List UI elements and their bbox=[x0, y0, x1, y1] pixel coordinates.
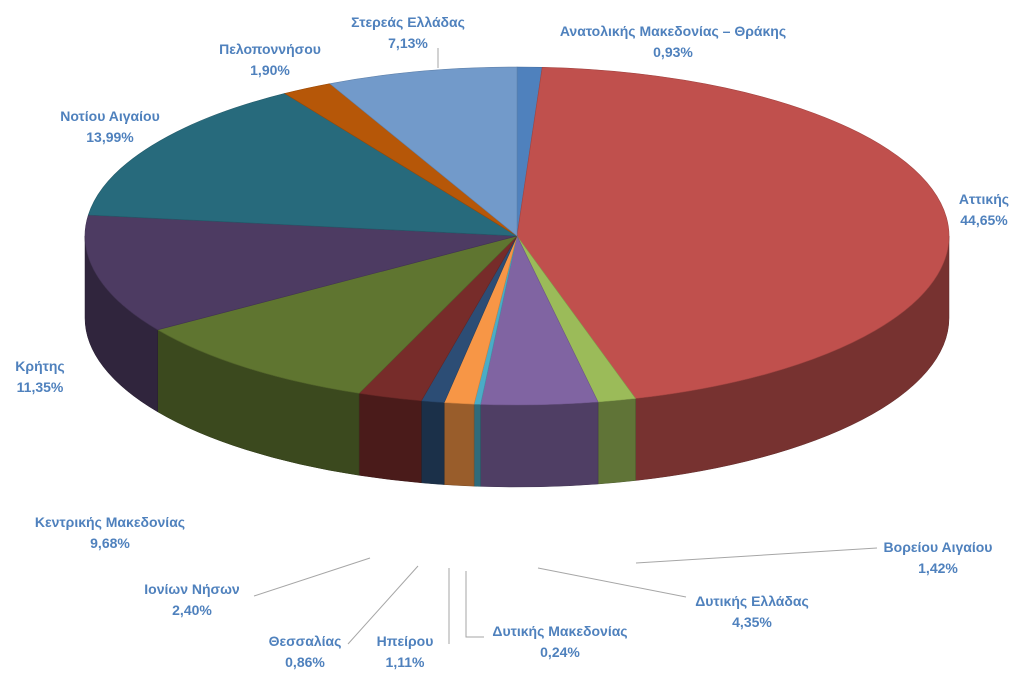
slice-label-στερεάς-ελλάδας: Στερεάς Ελλάδας bbox=[351, 14, 465, 30]
slice-label-δυτικής-ελλάδας: Δυτικής Ελλάδας bbox=[695, 593, 809, 609]
leader-line-δυτικής-ελλάδας bbox=[537, 567, 687, 598]
slice-label-νοτίου-αιγαίου: Νοτίου Αιγαίου bbox=[60, 108, 159, 124]
side-δυτικής-ελλάδας bbox=[480, 401, 599, 488]
slice-value-κρήτης: 11,35% bbox=[17, 379, 64, 395]
slice-value-αττικής: 44,65% bbox=[960, 212, 1008, 228]
side-βορείου-αιγαίου bbox=[597, 398, 636, 485]
leader-line-θεσσαλίας bbox=[347, 565, 419, 645]
slice-value-νοτίου-αιγαίου: 13,99% bbox=[86, 129, 134, 145]
slice-label-βορείου-αιγαίου: Βορείου Αιγαίου bbox=[884, 539, 993, 555]
slice-label-ιονίων-νήσων: Ιονίων Νήσων bbox=[144, 581, 240, 597]
slice-value-ανατολικής-μακεδονίας-θράκης: 0,93% bbox=[653, 44, 693, 60]
side-δυτικής-μακεδονίας bbox=[473, 403, 481, 487]
leader-line-ιονίων-νήσων bbox=[253, 557, 371, 597]
slice-στερεάς-ελλάδας bbox=[329, 66, 518, 237]
slice-κεντρικής-μακεδονίας bbox=[156, 235, 518, 394]
slice-value-στερεάς-ελλάδας: 7,13% bbox=[388, 35, 428, 51]
slice-value-πελοποννήσου: 1,90% bbox=[250, 62, 290, 78]
side-ιονίων-νήσων bbox=[358, 393, 422, 484]
slice-value-ιονίων-νήσων: 2,40% bbox=[172, 602, 212, 618]
slice-label-κεντρικής-μακεδονίας: Κεντρικής Μακεδονίας bbox=[35, 514, 185, 530]
slice-value-δυτικής-μακεδονίας: 0,24% bbox=[540, 644, 580, 660]
slice-label-ηπείρου: Ηπείρου bbox=[377, 633, 434, 649]
slice-νοτίου-αιγαίου bbox=[87, 93, 518, 237]
slice-label-ανατολικής-μακεδονίας-θράκης: Ανατολικής Μακεδονίας – Θράκης bbox=[560, 23, 786, 39]
leader-line-δυτικής-μακεδονίας bbox=[465, 571, 484, 638]
slice-κρήτης bbox=[84, 214, 518, 331]
slice-value-ηπείρου: 1,11% bbox=[386, 654, 425, 670]
side-θεσσαλίας bbox=[421, 400, 445, 485]
slice-αττικής bbox=[516, 66, 950, 399]
slice-label-δυτικής-μακεδονίας: Δυτικής Μακεδονίας bbox=[492, 623, 627, 639]
slice-value-δυτικής-ελλάδας: 4,35% bbox=[732, 614, 772, 630]
leader-line-βορείου-αιγαίου bbox=[635, 547, 878, 564]
side-ηπείρου bbox=[443, 402, 475, 487]
slice-value-κεντρικής-μακεδονίας: 9,68% bbox=[90, 535, 130, 551]
slice-value-θεσσαλίας: 0,86% bbox=[285, 654, 325, 670]
slice-value-βορείου-αιγαίου: 1,42% bbox=[918, 560, 958, 576]
slice-label-κρήτης: Κρήτης bbox=[15, 358, 64, 374]
slice-label-αττικής: Αττικής bbox=[959, 191, 1009, 207]
slice-label-πελοποννήσου: Πελοποννήσου bbox=[219, 41, 321, 57]
slice-label-θεσσαλίας: Θεσσαλίας bbox=[269, 633, 342, 649]
